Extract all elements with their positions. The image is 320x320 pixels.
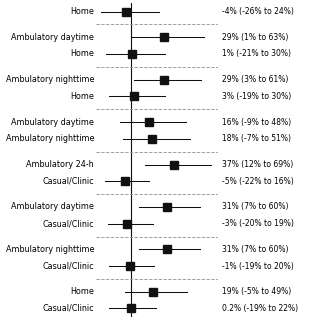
Text: 19% (-5% to 49%): 19% (-5% to 49%)	[222, 287, 291, 296]
Text: 18% (-7% to 51%): 18% (-7% to 51%)	[222, 134, 291, 143]
Text: 31% (7% to 60%): 31% (7% to 60%)	[222, 245, 288, 254]
Text: 29% (1% to 63%): 29% (1% to 63%)	[222, 33, 288, 42]
Text: 31% (7% to 60%): 31% (7% to 60%)	[222, 203, 288, 212]
Text: Casual/Clinic: Casual/Clinic	[43, 261, 94, 270]
Text: 3% (-19% to 30%): 3% (-19% to 30%)	[222, 92, 291, 101]
Text: Ambulatory daytime: Ambulatory daytime	[11, 203, 94, 212]
Text: Casual/Clinic: Casual/Clinic	[43, 219, 94, 228]
Text: Ambulatory nighttime: Ambulatory nighttime	[5, 245, 94, 254]
Text: -1% (-19% to 20%): -1% (-19% to 20%)	[222, 261, 293, 270]
Text: Home: Home	[70, 7, 94, 16]
Text: -5% (-22% to 16%): -5% (-22% to 16%)	[222, 177, 293, 186]
Text: -3% (-20% to 19%): -3% (-20% to 19%)	[222, 219, 293, 228]
Text: Ambulatory daytime: Ambulatory daytime	[11, 118, 94, 127]
Text: 0.2% (-19% to 22%): 0.2% (-19% to 22%)	[222, 304, 298, 313]
Text: -4% (-26% to 24%): -4% (-26% to 24%)	[222, 7, 293, 16]
Text: 37% (12% to 69%): 37% (12% to 69%)	[222, 160, 293, 169]
Text: Home: Home	[70, 92, 94, 101]
Text: Ambulatory 24-h: Ambulatory 24-h	[27, 160, 94, 169]
Text: 1% (-21% to 30%): 1% (-21% to 30%)	[222, 50, 291, 59]
Text: Ambulatory daytime: Ambulatory daytime	[11, 33, 94, 42]
Text: 16% (-9% to 48%): 16% (-9% to 48%)	[222, 118, 291, 127]
Text: Ambulatory nighttime: Ambulatory nighttime	[5, 134, 94, 143]
Text: 29% (3% to 61%): 29% (3% to 61%)	[222, 75, 288, 84]
Text: Casual/Clinic: Casual/Clinic	[43, 304, 94, 313]
Text: Home: Home	[70, 50, 94, 59]
Text: Ambulatory nighttime: Ambulatory nighttime	[5, 75, 94, 84]
Text: Casual/Clinic: Casual/Clinic	[43, 177, 94, 186]
Text: Home: Home	[70, 287, 94, 296]
